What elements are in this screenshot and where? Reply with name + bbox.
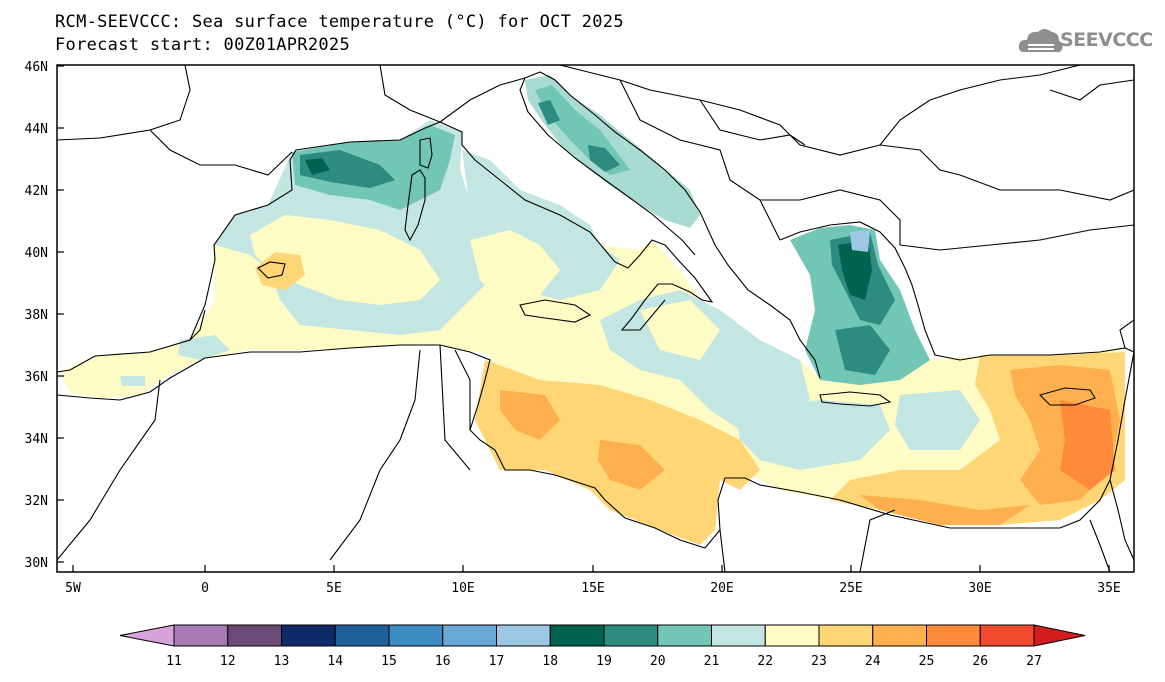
colorbar-tick-label: 25: [919, 654, 935, 669]
coastlines: [57, 65, 1134, 572]
colorbar-swatch: [334, 624, 390, 647]
lat-tick-label: 34N: [25, 432, 48, 447]
colorbar-tick-label: 17: [489, 654, 505, 669]
colorbar-swatch: [281, 624, 336, 647]
colorbar-tick-label: 22: [757, 654, 773, 669]
colorbar-swatch: [818, 624, 874, 647]
colorbar-swatch: [764, 624, 820, 647]
lat-tick-label: 32N: [25, 494, 48, 509]
lon-tick-label: 30E: [968, 581, 991, 596]
map-frame: [56, 64, 1135, 573]
colorbar-swatch: [872, 624, 927, 647]
lon-tick-label: 5W: [65, 581, 81, 596]
colorbar-swatch: [657, 624, 712, 647]
colorbar-tick-label: 15: [381, 654, 397, 669]
colorbar-tick-label: 26: [972, 654, 988, 669]
lat-tick-label: 42N: [25, 184, 48, 199]
colorbar-tick-label: 14: [327, 654, 343, 669]
lat-tick-label: 44N: [25, 122, 48, 137]
lat-tick-label: 46N: [25, 60, 48, 75]
colorbar-swatch: [442, 624, 497, 647]
colorbar-swatch: [227, 624, 282, 647]
map-title: RCM-SEEVCCC: Sea surface temperature (°C…: [55, 12, 624, 32]
lat-tick-label: 40N: [25, 246, 48, 261]
colorbar-upper-arrow: [1033, 624, 1086, 647]
colorbar-swatch: [496, 624, 551, 647]
latitude-axis: 46N 44N 42N 40N 38N 36N 34N 32N 30N: [25, 60, 64, 571]
lon-tick-label: 5E: [326, 581, 342, 596]
lat-tick-label: 36N: [25, 370, 48, 385]
colorbar-swatch: [603, 624, 659, 647]
lat-tick-label: 38N: [25, 308, 48, 323]
colorbar-tick-label: 20: [650, 654, 666, 669]
colorbar-tick-label: 16: [435, 654, 451, 669]
colorbar-tick-label: 13: [274, 654, 290, 669]
colorbar-tick-label: 27: [1026, 654, 1042, 669]
colorbar-tick-label: 24: [865, 654, 881, 669]
sea-field: [60, 75, 1125, 545]
colorbar-tick-label: 21: [704, 654, 720, 669]
longitude-axis: 5W 0 5E 10E 15E 20E 25E 30E 35E: [65, 565, 1121, 596]
colorbar-tick-label: 11: [166, 654, 182, 669]
colorbar-swatch: [549, 624, 605, 647]
lon-tick-label: 15E: [581, 581, 604, 596]
colorbar-swatch: [173, 624, 229, 647]
forecast-start-label: Forecast start: 00Z01APR2025: [55, 35, 350, 55]
colorbar-tick-label: 23: [811, 654, 827, 669]
logo-text: SEEVCCC: [1060, 29, 1153, 51]
colorbar-swatch: [979, 624, 1035, 647]
lon-tick-label: 20E: [710, 581, 733, 596]
lon-tick-label: 10E: [451, 581, 474, 596]
colorbar-lower-arrow: [119, 624, 175, 647]
lat-tick-label: 30N: [25, 556, 48, 571]
colorbar-swatch: [926, 624, 981, 647]
colorbar-tick-label: 18: [542, 654, 558, 669]
colorbar-tick-label: 19: [596, 654, 612, 669]
lon-tick-label: 0: [201, 581, 209, 596]
seevccc-cloud-logo-icon: [1018, 29, 1063, 53]
lon-tick-label: 35E: [1097, 581, 1120, 596]
colorbar-swatch: [388, 624, 444, 647]
colorbar-swatch: [711, 624, 766, 647]
lon-tick-label: 25E: [839, 581, 862, 596]
colorbar-tick-label: 12: [220, 654, 236, 669]
